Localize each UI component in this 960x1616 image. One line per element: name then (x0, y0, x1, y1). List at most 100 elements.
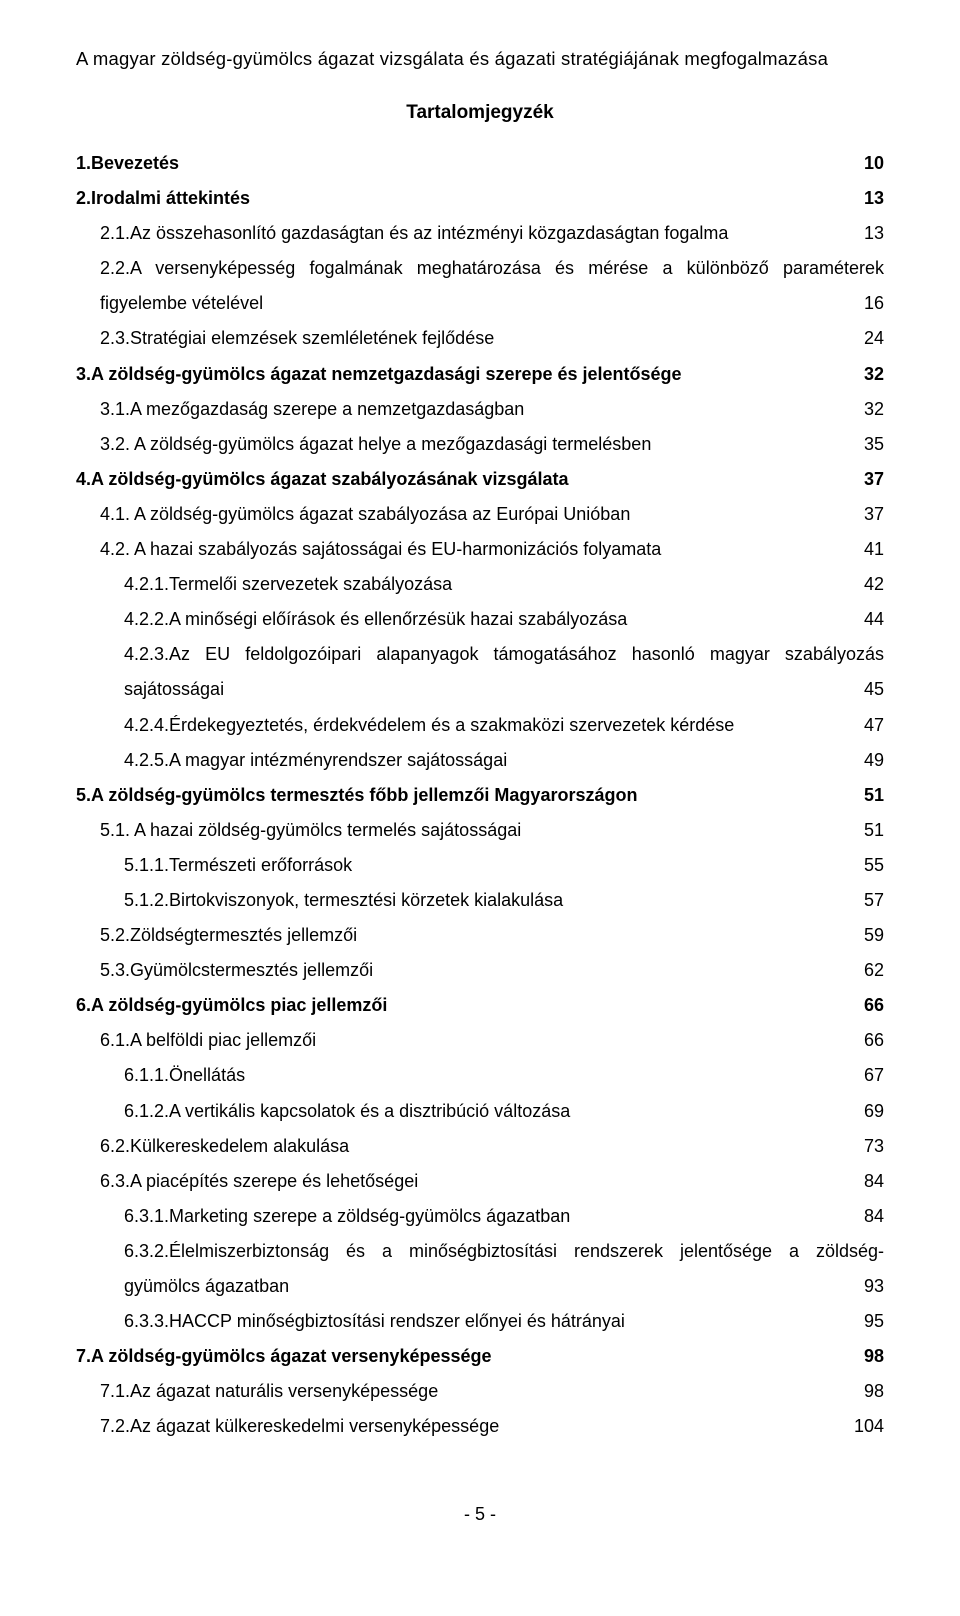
toc-entry-label: 6.3.2.Élelmiszerbiztonság és a minőségbi… (124, 1234, 884, 1269)
toc-entry: 5.A zöldség-gyümölcs termesztés főbb jel… (76, 778, 884, 813)
toc-entry: 4.1. A zöldség-gyümölcs ágazat szabályoz… (76, 497, 884, 532)
toc-entry-page: 67 (864, 1058, 884, 1093)
toc-entry-page: 13 (864, 216, 884, 251)
toc-entry-label: 5.3.Gyümölcstermesztés jellemzői (100, 953, 373, 988)
toc-entry-label: 6.1.2.A vertikális kapcsolatok és a disz… (124, 1094, 570, 1129)
toc-entry-label: 6.3.3.HACCP minőségbiztosítási rendszer … (124, 1304, 625, 1339)
toc-entry-label: 5.1.2.Birtokviszonyok, termesztési körze… (124, 883, 563, 918)
toc-entry: 6.3.A piacépítés szerepe és lehetőségei 8… (76, 1164, 884, 1199)
page-number-footer: - 5 - (76, 1504, 884, 1525)
toc-entry: 7.1.Az ágazat naturális versenyképessége… (76, 1374, 884, 1409)
toc-entry-label: 4.2.3.Az EU feldolgozóipari alapanyagok … (124, 637, 884, 672)
toc-entry-page: 95 (864, 1304, 884, 1339)
toc-entry-page: 13 (864, 181, 884, 216)
toc-entry: 2.2.A versenyképesség fogalmának meghatá… (76, 251, 884, 321)
toc-entry: 4.2.2.A minőségi előírások és ellenőrzés… (76, 602, 884, 637)
toc-entry: 3.1.A mezőgazdaság szerepe a nemzetgazda… (76, 392, 884, 427)
toc-entry-label: 4.2.4.Érdekegyeztetés, érdekvédelem és a… (124, 708, 734, 743)
toc-entry-page: 41 (864, 532, 884, 567)
toc-entry-label: 4.1. A zöldség-gyümölcs ágazat szabályoz… (100, 497, 630, 532)
toc-entry: 1.Bevezetés 10 (76, 146, 884, 181)
toc-entry: 7.2.Az ágazat külkereskedelmi versenykép… (76, 1409, 884, 1444)
toc-entry: 4.2.3.Az EU feldolgozóipari alapanyagok … (76, 637, 884, 707)
toc-entry-page: 98 (864, 1374, 884, 1409)
toc-entry: 6.1.2.A vertikális kapcsolatok és a disz… (76, 1094, 884, 1129)
toc-entry-page: 69 (864, 1094, 884, 1129)
toc-entry-label: 4.2.1.Termelői szervezetek szabályozása (124, 567, 452, 602)
toc-entry: 3.2. A zöldség-gyümölcs ágazat helye a m… (76, 427, 884, 462)
toc-entry-label: 5.A zöldség-gyümölcs termesztés főbb jel… (76, 778, 637, 813)
toc-entry-page: 98 (864, 1339, 884, 1374)
toc-entry: 2.Irodalmi áttekintés13 (76, 181, 884, 216)
toc-entry-page: 47 (864, 708, 884, 743)
running-header: A magyar zöldség-gyümölcs ágazat vizsgál… (76, 48, 884, 70)
toc-entry-label: 5.1. A hazai zöldség-gyümölcs termelés s… (100, 813, 521, 848)
toc-entry-page: 37 (864, 462, 884, 497)
toc-entry-label: 2.3.Stratégiai elemzések szemléletének f… (100, 321, 494, 356)
toc-entry-label: 3.1.A mezőgazdaság szerepe a nemzetgazda… (100, 392, 524, 427)
toc-entry: 3.A zöldség-gyümölcs ágazat nemzetgazdas… (76, 357, 884, 392)
toc-entry: 4.A zöldség-gyümölcs ágazat szabályozásá… (76, 462, 884, 497)
toc-entry-page: 42 (864, 567, 884, 602)
toc-entry-label: 5.1.1.Természeti erőforrások (124, 848, 352, 883)
toc-entry-page: 51 (864, 778, 884, 813)
toc-entry-page: 93 (864, 1269, 884, 1304)
toc-entry-page: 73 (864, 1129, 884, 1164)
toc-entry-page: 24 (864, 321, 884, 356)
toc-entry: 4.2.5.A magyar intézményrendszer sajátos… (76, 743, 884, 778)
toc-entry-page: 44 (864, 602, 884, 637)
toc-entry-label: 7.2.Az ágazat külkereskedelmi versenykép… (100, 1409, 499, 1444)
toc-entry-label: 4.2.2.A minőségi előírások és ellenőrzés… (124, 602, 627, 637)
toc-entry-page: 35 (864, 427, 884, 462)
toc-entry-page: 84 (864, 1199, 884, 1234)
toc-entry-label: 6.3.1.Marketing szerepe a zöldség-gyümöl… (124, 1199, 570, 1234)
toc-entry-label: 1.Bevezetés (76, 146, 179, 181)
toc-entry-label: 6.1.A belföldi piac jellemzői (100, 1023, 316, 1058)
toc-entry: 6.A zöldség-gyümölcs piac jellemzői 66 (76, 988, 884, 1023)
toc-entry-page: 45 (864, 672, 884, 707)
toc-entry: 5.3.Gyümölcstermesztés jellemzői 62 (76, 953, 884, 988)
toc-entry-label: 3.A zöldség-gyümölcs ágazat nemzetgazdas… (76, 357, 682, 392)
toc-entry-page: 37 (864, 497, 884, 532)
toc-entry-label: figyelembe vételével (100, 286, 263, 321)
toc-entry: 5.2.Zöldségtermesztés jellemzői 59 (76, 918, 884, 953)
toc-entry: 7.A zöldség-gyümölcs ágazat versenyképes… (76, 1339, 884, 1374)
toc-entry: 5.1. A hazai zöldség-gyümölcs termelés s… (76, 813, 884, 848)
toc-entry: 4.2.1.Termelői szervezetek szabályozása 4… (76, 567, 884, 602)
toc-entry-label: gyümölcs ágazatban (124, 1269, 289, 1304)
toc-entry-page: 66 (864, 1023, 884, 1058)
toc-entry-page: 16 (864, 286, 884, 321)
toc-entry-label: 2.1.Az összehasonlító gazdaságtan és az … (100, 216, 728, 251)
toc-entry-page: 32 (864, 357, 884, 392)
toc-entry-label: 6.2.Külkereskedelem alakulása (100, 1129, 349, 1164)
toc-entry-label: 5.2.Zöldségtermesztés jellemzői (100, 918, 357, 953)
toc-entry-page: 10 (864, 146, 884, 181)
toc-entry-label: 6.1.1.Önellátás (124, 1058, 245, 1093)
toc-entry-page: 57 (864, 883, 884, 918)
toc-entry: 2.1.Az összehasonlító gazdaságtan és az … (76, 216, 884, 251)
toc-entry: 6.1.A belföldi piac jellemzői 66 (76, 1023, 884, 1058)
toc-entry-page: 66 (864, 988, 884, 1023)
toc-entry: 5.1.1.Természeti erőforrások 55 (76, 848, 884, 883)
toc-entry: 2.3.Stratégiai elemzések szemléletének f… (76, 321, 884, 356)
toc-entry: 4.2. A hazai szabályozás sajátosságai és… (76, 532, 884, 567)
toc-entry-page: 32 (864, 392, 884, 427)
toc-entry: 6.1.1.Önellátás 67 (76, 1058, 884, 1093)
toc-entry-page: 84 (864, 1164, 884, 1199)
toc-entry-label: 2.2.A versenyképesség fogalmának meghatá… (100, 251, 884, 286)
toc-entry-label: 4.2.5.A magyar intézményrendszer sajátos… (124, 743, 507, 778)
toc-entry-label: 6.A zöldség-gyümölcs piac jellemzői (76, 988, 387, 1023)
toc-entry-page: 51 (864, 813, 884, 848)
toc-entry-label: 4.2. A hazai szabályozás sajátosságai és… (100, 532, 661, 567)
table-of-contents: 1.Bevezetés 102.Irodalmi áttekintés132.1.… (76, 146, 884, 1444)
toc-entry-page: 59 (864, 918, 884, 953)
toc-entry: 6.2.Külkereskedelem alakulása 73 (76, 1129, 884, 1164)
toc-entry-page: 62 (864, 953, 884, 988)
toc-entry: 6.3.1.Marketing szerepe a zöldség-gyümöl… (76, 1199, 884, 1234)
toc-entry-page: 55 (864, 848, 884, 883)
toc-entry-label: sajátosságai (124, 672, 224, 707)
toc-entry-page: 49 (864, 743, 884, 778)
toc-entry-label: 6.3.A piacépítés szerepe és lehetőségei (100, 1164, 418, 1199)
toc-entry-page: 104 (854, 1409, 884, 1444)
toc-entry: 5.1.2.Birtokviszonyok, termesztési körze… (76, 883, 884, 918)
